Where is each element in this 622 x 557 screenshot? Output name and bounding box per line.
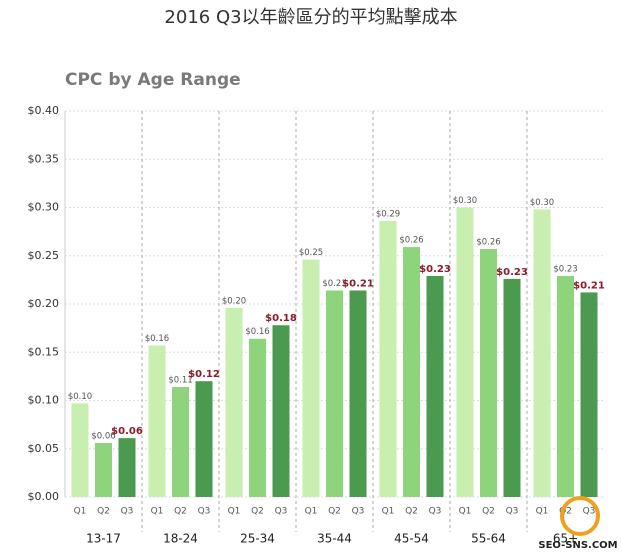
bar bbox=[580, 292, 598, 497]
bar bbox=[272, 325, 290, 497]
watermark: SEO-SNS.COM bbox=[538, 540, 617, 551]
bar bbox=[557, 276, 574, 497]
value-label: $0.06 bbox=[111, 426, 143, 437]
value-label: $0.16 bbox=[145, 334, 169, 344]
y-tick-label: $0.30 bbox=[28, 201, 60, 214]
value-label: $0.30 bbox=[530, 198, 554, 208]
x-tick-label: 35-44 bbox=[317, 532, 352, 546]
series-label: Q2 bbox=[559, 507, 572, 517]
value-label: $0.20 bbox=[222, 296, 246, 306]
y-tick-label: $0.05 bbox=[28, 442, 60, 455]
value-label: $0.21 bbox=[322, 279, 346, 289]
y-tick-label: $0.15 bbox=[28, 345, 60, 358]
y-tick-label: $0.40 bbox=[28, 104, 60, 117]
series-label: Q2 bbox=[482, 507, 495, 517]
series-label: Q3 bbox=[583, 507, 596, 517]
y-tick-label: $0.25 bbox=[28, 249, 60, 262]
bar bbox=[326, 290, 343, 497]
bar bbox=[349, 290, 367, 497]
series-label: Q3 bbox=[352, 507, 365, 517]
x-tick-label: 13-17 bbox=[86, 532, 121, 546]
series-label: Q3 bbox=[506, 507, 519, 517]
bar bbox=[148, 345, 166, 497]
series-label: Q2 bbox=[174, 507, 187, 517]
value-label: $0.06 bbox=[91, 431, 115, 441]
series-label: Q1 bbox=[74, 507, 87, 517]
value-label: $0.29 bbox=[376, 210, 400, 220]
value-label: $0.16 bbox=[245, 327, 269, 337]
bar bbox=[302, 259, 320, 497]
series-label: Q2 bbox=[251, 507, 264, 517]
bar bbox=[379, 221, 397, 497]
value-label: $0.11 bbox=[168, 375, 192, 385]
bar bbox=[225, 307, 243, 497]
value-label: $0.26 bbox=[476, 237, 500, 247]
x-tick-label: 18-24 bbox=[163, 532, 198, 546]
watermark-logo bbox=[560, 496, 600, 536]
chart-subtitle: CPC by Age Range bbox=[65, 70, 241, 90]
y-tick-label: $0.35 bbox=[28, 152, 60, 165]
series-label: Q3 bbox=[429, 507, 442, 517]
x-tick-label: 65+ bbox=[553, 532, 578, 546]
bar bbox=[503, 278, 521, 497]
bar bbox=[480, 248, 497, 497]
value-label: $0.25 bbox=[299, 248, 323, 258]
series-label: Q3 bbox=[198, 507, 211, 517]
bar bbox=[456, 207, 474, 497]
bar bbox=[118, 438, 136, 497]
y-tick-label: $0.00 bbox=[28, 490, 60, 503]
series-label: Q1 bbox=[536, 507, 549, 517]
value-label: $0.21 bbox=[342, 278, 374, 289]
value-label: $0.30 bbox=[453, 196, 477, 206]
value-label: $0.23 bbox=[553, 265, 577, 275]
value-label: $0.21 bbox=[573, 280, 605, 291]
y-tick-label: $0.10 bbox=[28, 394, 60, 407]
value-label: $0.12 bbox=[188, 369, 220, 380]
value-label: $0.23 bbox=[419, 264, 451, 275]
bar bbox=[195, 381, 213, 497]
series-label: Q1 bbox=[382, 507, 395, 517]
series-label: Q1 bbox=[305, 507, 318, 517]
series-label: Q2 bbox=[328, 507, 341, 517]
bar bbox=[403, 247, 420, 497]
bar bbox=[71, 403, 89, 497]
series-label: Q3 bbox=[121, 507, 134, 517]
bar bbox=[249, 338, 266, 497]
chart-title: 2016 Q3以年齡區分的平均點擊成本 bbox=[164, 7, 457, 28]
value-label: $0.10 bbox=[68, 392, 92, 402]
bar bbox=[426, 276, 444, 497]
value-label: $0.23 bbox=[496, 267, 528, 278]
x-tick-label: 55-64 bbox=[471, 532, 506, 546]
bar bbox=[172, 386, 189, 497]
series-label: Q2 bbox=[97, 507, 110, 517]
value-label: $0.26 bbox=[399, 236, 423, 246]
x-tick-label: 25-34 bbox=[240, 532, 275, 546]
value-label: $0.18 bbox=[265, 313, 297, 324]
bar bbox=[533, 209, 551, 497]
series-label: Q2 bbox=[405, 507, 418, 517]
series-label: Q1 bbox=[228, 507, 241, 517]
y-tick-label: $0.20 bbox=[28, 297, 60, 310]
x-tick-label: 45-54 bbox=[394, 532, 429, 546]
series-label: Q1 bbox=[459, 507, 472, 517]
series-label: Q1 bbox=[151, 507, 164, 517]
series-label: Q3 bbox=[275, 507, 288, 517]
bar bbox=[95, 442, 112, 497]
